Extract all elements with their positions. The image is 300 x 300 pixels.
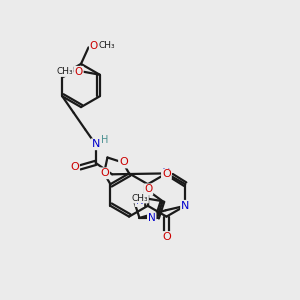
Text: O: O	[162, 232, 171, 242]
Text: N: N	[181, 201, 189, 211]
Text: H: H	[101, 135, 108, 145]
Text: N: N	[162, 168, 171, 178]
Text: O: O	[100, 168, 109, 178]
Text: CH₃: CH₃	[99, 41, 116, 50]
Text: CH₃: CH₃	[131, 194, 148, 203]
Text: O: O	[162, 169, 171, 179]
Text: N: N	[136, 196, 143, 206]
Text: N: N	[148, 213, 156, 223]
Text: CH₃: CH₃	[56, 67, 73, 76]
Text: O: O	[144, 184, 152, 194]
Text: O: O	[119, 158, 128, 167]
Text: O: O	[75, 67, 83, 77]
Text: O: O	[90, 41, 98, 51]
Text: O: O	[70, 162, 79, 172]
Text: N: N	[92, 139, 100, 149]
